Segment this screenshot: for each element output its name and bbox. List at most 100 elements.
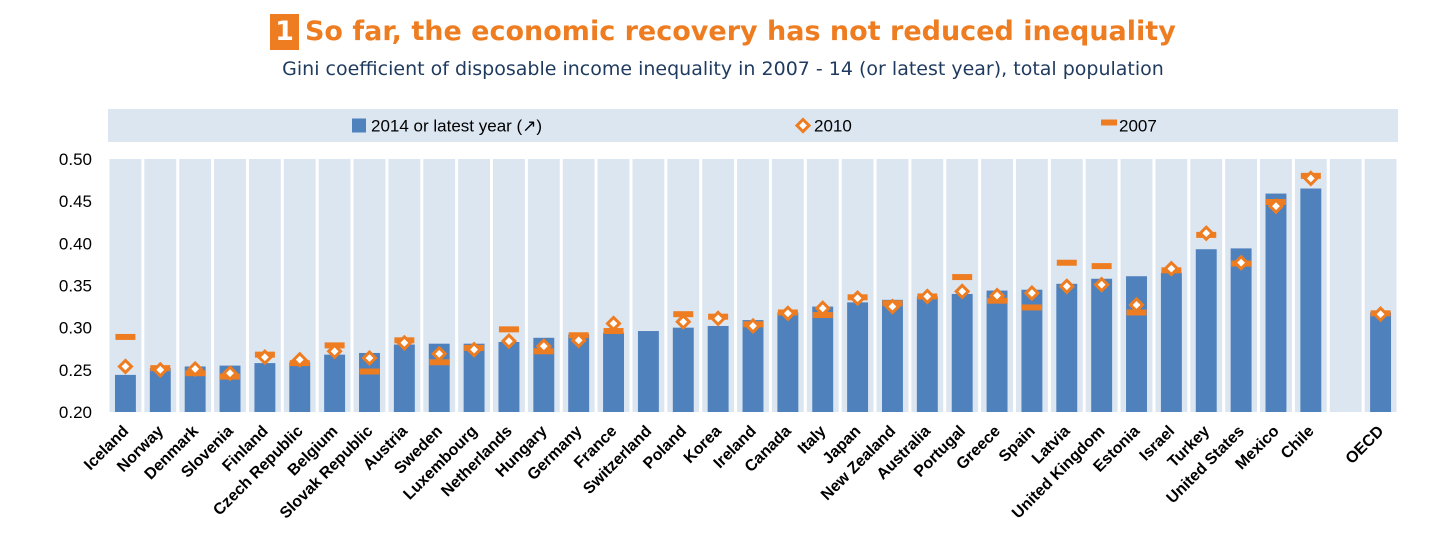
diamond-marker [675, 313, 692, 330]
y-tick-label: 0.20 [59, 403, 92, 422]
bar [359, 352, 380, 412]
bar [1021, 289, 1043, 412]
legend: 2014 or latest year (↗) 2010 2007 [352, 117, 1157, 136]
category-label: OECD [1343, 423, 1388, 468]
bar [1091, 278, 1113, 412]
bar [742, 320, 764, 412]
x-axis: IcelandNorwayDenmarkSloveniaFinlandCzech… [81, 423, 1387, 523]
bar [672, 327, 694, 412]
diamond-marker [187, 360, 204, 378]
bar [533, 337, 555, 412]
bar [149, 368, 171, 412]
diamond-marker [814, 300, 831, 317]
bar [951, 293, 973, 412]
bar [603, 332, 624, 412]
dash-marker [1021, 304, 1042, 311]
diamond-marker [291, 351, 308, 368]
diamond-marker [988, 287, 1006, 304]
bar [812, 306, 834, 412]
bar [114, 374, 136, 412]
plot-column-background [1329, 159, 1362, 412]
diamond-marker [326, 343, 343, 360]
diamond-marker [361, 349, 378, 367]
dash-marker [115, 333, 136, 340]
bar [463, 343, 485, 412]
bar [393, 344, 415, 412]
legend-diamond-swatch [794, 117, 812, 134]
legend-label: 2014 or latest year (↗) [371, 117, 542, 136]
diamond-marker [1267, 198, 1285, 215]
diamond-marker [954, 283, 971, 300]
dash-marker [952, 274, 973, 281]
bar [1160, 272, 1182, 412]
bar-series [114, 188, 1392, 412]
y-tick-label: 0.45 [59, 192, 92, 211]
chart-title-text: So far, the economic recovery has not re… [304, 16, 1176, 47]
diamond-marker [152, 361, 169, 378]
bar [637, 331, 659, 412]
bar [1056, 283, 1078, 412]
diamond-marker [256, 349, 274, 366]
y-tick-label: 0.35 [59, 277, 92, 296]
diamond-marker [465, 341, 483, 358]
diamond-marker [396, 334, 413, 351]
diamond-marker [117, 358, 134, 375]
diamond-marker [605, 315, 622, 332]
chart-subtitle: Gini coefficient of disposable income in… [282, 58, 1164, 80]
diamond-marker [1058, 278, 1075, 295]
bar [1195, 249, 1217, 412]
y-tick-label: 0.40 [59, 234, 92, 253]
legend-label: 2007 [1119, 117, 1157, 136]
diamond-marker [570, 332, 587, 349]
bar [1126, 276, 1147, 412]
legend-label: 2010 [814, 117, 852, 136]
bar [289, 362, 311, 412]
diamond-marker [1093, 276, 1110, 293]
dash-marker [359, 368, 380, 375]
bar [254, 363, 276, 412]
diamond-marker [779, 305, 796, 322]
bar [1300, 188, 1322, 412]
bar [1265, 193, 1287, 412]
bar [498, 342, 520, 412]
diamond-marker [919, 288, 936, 305]
diamond-marker [710, 310, 727, 327]
diamond-marker [535, 338, 552, 355]
diamond-series [117, 170, 1389, 382]
diamond-marker [884, 298, 901, 315]
diamond-marker [1128, 296, 1145, 314]
diamond-marker [1302, 170, 1319, 187]
bar [1370, 312, 1392, 412]
bar [847, 302, 869, 412]
diamond-marker [1232, 254, 1250, 271]
legend-background [108, 109, 1398, 142]
bar [184, 366, 206, 412]
diamond-marker [221, 365, 239, 382]
legend-bar-swatch [352, 118, 366, 133]
category-label: Chile [1278, 423, 1318, 463]
diamond-marker [1163, 260, 1180, 277]
y-tick-label: 0.25 [59, 361, 92, 380]
bar [707, 325, 729, 412]
y-tick-label: 0.50 [59, 150, 92, 169]
diamond-marker [744, 317, 762, 335]
y-tick-label: 0.30 [59, 319, 92, 338]
bar [1230, 248, 1252, 412]
bar [916, 296, 938, 412]
diamond-marker [431, 345, 448, 362]
dash-marker [1091, 263, 1112, 270]
chart-number-badge: 1 [270, 14, 299, 50]
chart-title: 1 So far, the economic recovery has not r… [0, 14, 1446, 50]
bar [568, 334, 590, 412]
bar [882, 299, 903, 412]
bar [986, 290, 1008, 412]
dash-marker [498, 326, 519, 333]
diamond-marker [1198, 225, 1215, 242]
y-axis: 0.50 0.45 0.40 0.35 0.30 0.25 0.20 [59, 150, 92, 422]
diamond-marker [1372, 306, 1389, 323]
legend-dash-swatch [1101, 119, 1117, 126]
diamond-marker [1023, 284, 1041, 302]
dash-marker [429, 359, 450, 366]
